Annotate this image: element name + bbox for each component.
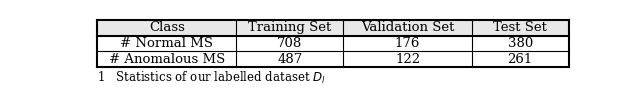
Text: Class: Class [148, 21, 185, 34]
Text: 176: 176 [395, 37, 420, 50]
Text: 261: 261 [508, 53, 532, 66]
Bar [97, 20, 568, 36]
Text: 122: 122 [395, 53, 420, 66]
Text: # Normal MS: # Normal MS [120, 37, 213, 50]
Text: Validation Set: Validation Set [361, 21, 454, 34]
Text: 380: 380 [508, 37, 532, 50]
Text: 1   Statistics of our labelled dataset $D_l$: 1 Statistics of our labelled dataset $D_… [97, 70, 326, 86]
Text: # Anomalous MS: # Anomalous MS [109, 53, 225, 66]
Text: Test Set: Test Set [493, 21, 547, 34]
Text: 708: 708 [277, 37, 302, 50]
Text: 487: 487 [277, 53, 302, 66]
Text: Training Set: Training Set [248, 21, 332, 34]
